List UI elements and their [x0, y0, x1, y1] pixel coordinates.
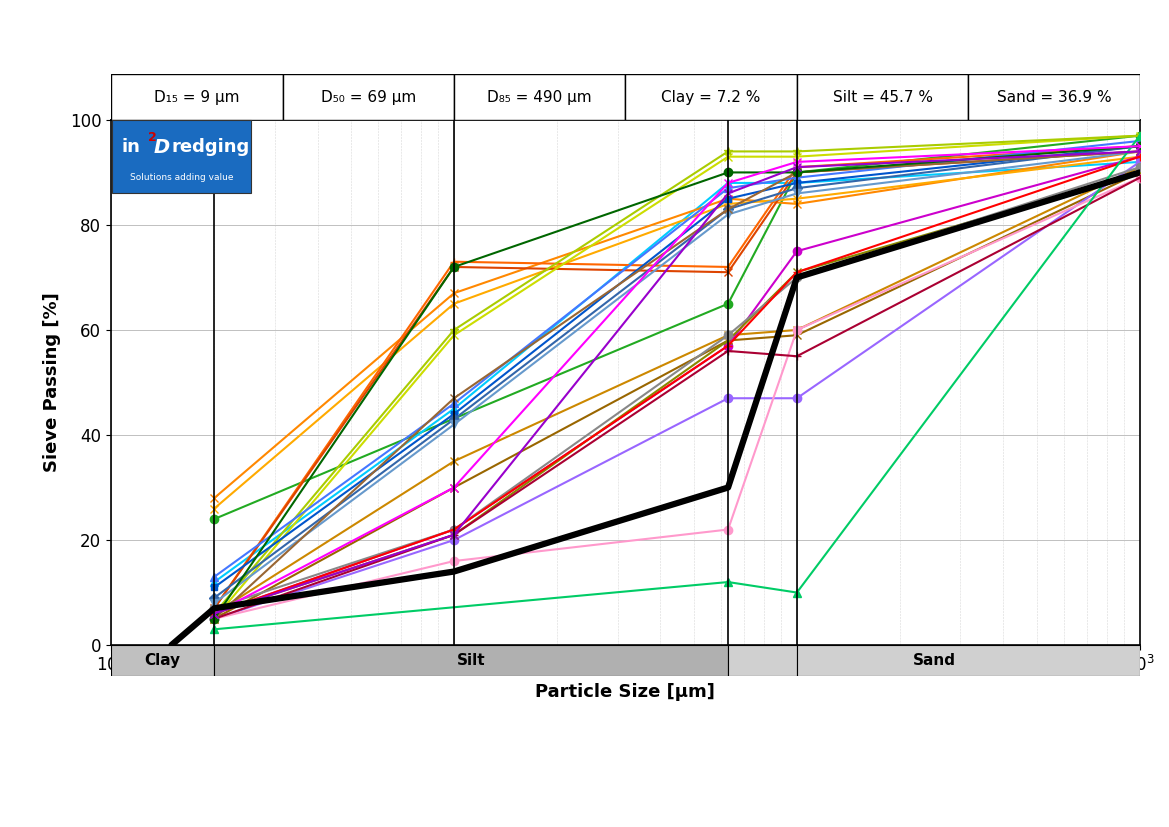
Text: Silt = 45.7 %: Silt = 45.7 %: [832, 89, 933, 105]
Bar: [283, 74, 454, 120]
Text: D: D: [154, 137, 171, 156]
Text: D₈₅ = 490 μm: D₈₅ = 490 μm: [487, 89, 592, 105]
Y-axis label: Sieve Passing [%]: Sieve Passing [%]: [43, 293, 62, 472]
Text: D₅₀ = 69 μm: D₅₀ = 69 μm: [320, 89, 416, 105]
Text: Silt: Silt: [457, 653, 485, 668]
Text: Solutions adding value: Solutions adding value: [130, 173, 234, 182]
Text: redging: redging: [172, 138, 250, 156]
Bar: [625, 74, 797, 120]
Bar: [968, 74, 1140, 120]
Text: Clay = 7.2 %: Clay = 7.2 %: [662, 89, 761, 105]
Bar: [111, 74, 283, 120]
Text: in: in: [122, 138, 140, 156]
Bar: [728, 645, 797, 676]
Text: Clay: Clay: [145, 653, 181, 668]
Bar: [797, 74, 968, 120]
Bar: [454, 74, 625, 120]
Text: 2: 2: [148, 131, 157, 144]
Bar: [111, 645, 214, 676]
X-axis label: Particle Size [μm]: Particle Size [μm]: [535, 683, 715, 701]
Text: D₁₅ = 9 μm: D₁₅ = 9 μm: [154, 89, 240, 105]
Bar: [214, 645, 728, 676]
Text: Sand: Sand: [913, 653, 955, 668]
Text: Sand = 36.9 %: Sand = 36.9 %: [997, 89, 1112, 105]
